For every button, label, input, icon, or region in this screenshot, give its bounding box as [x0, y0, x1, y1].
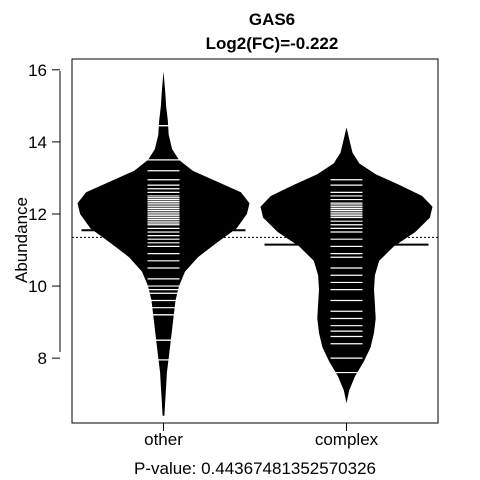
x-axis-label: P-value: 0.44367481352570326	[134, 459, 376, 478]
bean-complex	[260, 127, 433, 404]
y-tick-label: 14	[28, 133, 47, 152]
bean-other	[77, 71, 250, 416]
x-tick-label-complex: complex	[315, 430, 379, 449]
y-tick-label: 10	[28, 277, 47, 296]
y-axis-ticks: 8 10 12 14 16	[28, 61, 60, 368]
y-tick-label: 12	[28, 205, 47, 224]
y-tick-label: 16	[28, 61, 47, 80]
x-axis-ticks: other complex	[144, 422, 379, 449]
chart-subtitle: Log2(FC)=-0.222	[206, 34, 339, 53]
x-tick-label-other: other	[144, 430, 183, 449]
chart-title: GAS6	[249, 10, 295, 29]
beans-layer	[77, 71, 433, 416]
y-axis-label: Abundance	[12, 197, 31, 283]
y-tick-label: 8	[38, 349, 47, 368]
